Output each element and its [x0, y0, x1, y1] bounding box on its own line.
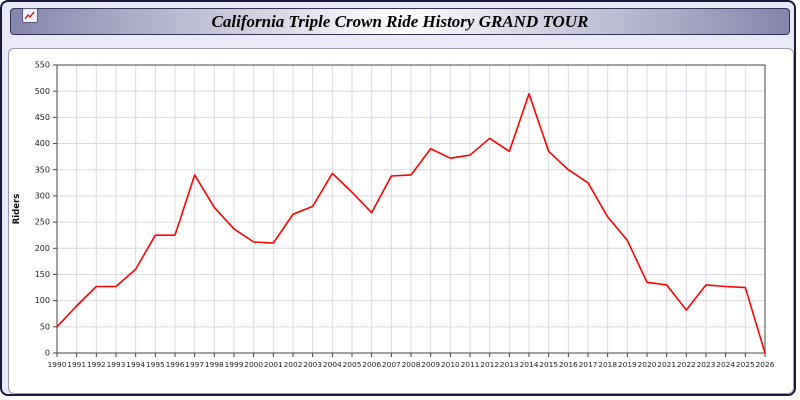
x-tick-label: 2006 — [362, 360, 381, 369]
riders-series-line — [56, 92, 766, 354]
x-tick-label: 2007 — [382, 360, 401, 369]
gridlines — [56, 64, 766, 354]
x-tick-label: 1998 — [205, 360, 224, 369]
x-tick-label: 2001 — [264, 360, 283, 369]
x-tick-label: 2022 — [677, 360, 696, 369]
y-tick-label: 150 — [35, 270, 50, 279]
y-tick-label: 500 — [35, 87, 50, 96]
x-tick-label: 2016 — [559, 360, 578, 369]
chart-panel: 0 50 100 150 200 250 300 350 400 450 500 550 1990 199… — [8, 48, 794, 394]
y-tick-label: 200 — [35, 244, 50, 253]
x-tick-label: 2018 — [598, 360, 617, 369]
axis-ticks — [53, 64, 766, 357]
x-tick-label: 1994 — [126, 360, 145, 369]
mini-chart-icon — [22, 8, 38, 23]
chart-header: California Triple Crown Ride History GRA… — [10, 8, 790, 35]
x-tick-label: 1990 — [48, 360, 67, 369]
x-tick-label: 2019 — [618, 360, 637, 369]
x-tick-label: 2002 — [284, 360, 303, 369]
x-tick-label: 1996 — [166, 360, 185, 369]
x-tick-label: 2004 — [323, 360, 342, 369]
x-tick-label: 2008 — [402, 360, 421, 369]
x-tick-label: 1993 — [107, 360, 126, 369]
y-tick-label: 350 — [35, 165, 50, 174]
x-tick-label: 2015 — [539, 360, 558, 369]
x-tick-label: 2010 — [441, 360, 460, 369]
x-tick-label: 2020 — [638, 360, 657, 369]
x-tick-label: 1997 — [185, 360, 204, 369]
x-tick-label: 2025 — [736, 360, 755, 369]
x-tick-label: 1992 — [87, 360, 106, 369]
x-tick-label: 2026 — [756, 360, 775, 369]
mini-chart-icon-glyph — [25, 11, 35, 20]
x-tick-label: 1999 — [225, 360, 244, 369]
y-tick-label: 450 — [35, 113, 50, 122]
x-tick-label: 2013 — [500, 360, 519, 369]
x-tick-label: 2014 — [520, 360, 539, 369]
page-title: California Triple Crown Ride History GRA… — [211, 11, 589, 31]
x-tick-label: 2003 — [303, 360, 322, 369]
y-tick-label: 0 — [45, 349, 50, 358]
x-tick-label: 2011 — [461, 360, 480, 369]
x-tick-label: 2023 — [697, 360, 716, 369]
x-tick-label: 1995 — [146, 360, 165, 369]
y-tick-label: 100 — [35, 296, 50, 305]
y-tick-label: 250 — [35, 218, 50, 227]
x-tick-label: 2009 — [421, 360, 440, 369]
x-tick-label: 2024 — [716, 360, 735, 369]
y-tick-label: 550 — [35, 61, 50, 70]
y-axis-title: Riders — [12, 194, 22, 225]
y-tick-label: 50 — [40, 322, 50, 331]
x-tick-label: 1991 — [67, 360, 86, 369]
y-tick-label: 300 — [35, 192, 50, 201]
x-tick-label: 2021 — [657, 360, 676, 369]
x-tick-label: 2000 — [244, 360, 263, 369]
y-tick-label: 400 — [35, 139, 50, 148]
x-tick-label: 2005 — [343, 360, 362, 369]
x-tick-label: 2012 — [480, 360, 499, 369]
x-tick-label: 2017 — [579, 360, 598, 369]
